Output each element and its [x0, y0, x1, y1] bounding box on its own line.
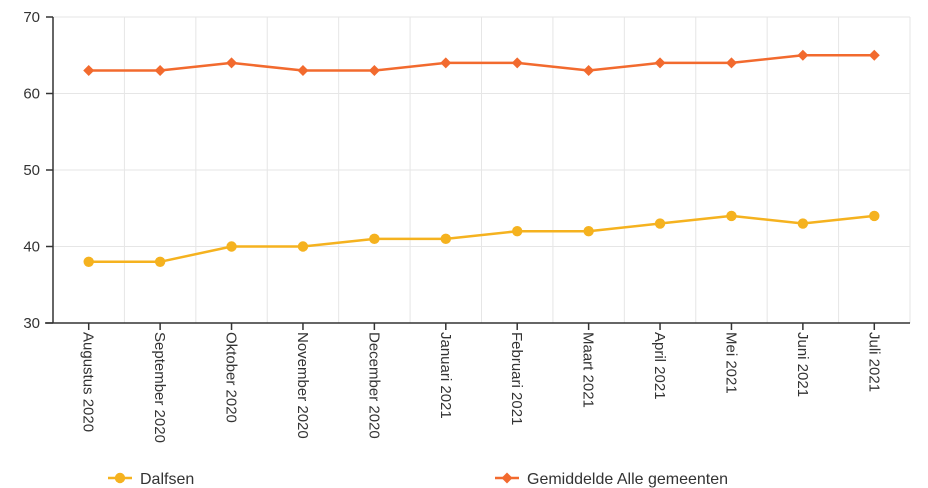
data-point	[654, 57, 666, 69]
data-point	[297, 65, 309, 77]
data-point	[368, 65, 380, 77]
data-point	[83, 65, 95, 77]
y-tick-label: 30	[23, 315, 40, 332]
legend-label: Gemiddelde Alle gemeenten	[527, 471, 728, 488]
series-2	[83, 49, 880, 77]
legend-item-1: Dalfsen	[108, 471, 194, 488]
x-tick-label: April 2021	[651, 332, 668, 400]
legend-marker	[114, 472, 126, 484]
x-tick-label: Januari 2021	[437, 332, 454, 419]
legend: Dalfsen Gemiddelde Alle gemeenten	[108, 471, 728, 488]
x-tick-label: Oktober 2020	[223, 332, 240, 423]
data-point	[726, 210, 737, 222]
y-tick-label: 60	[23, 86, 40, 103]
data-point	[797, 218, 809, 229]
x-tick-label: Maart 2021	[580, 332, 597, 408]
series-1	[83, 210, 880, 267]
data-point	[297, 241, 309, 252]
series-line	[88, 54, 875, 72]
x-axis-ticks: Augustus 2020 September 2020 Oktober 2020 N…	[80, 332, 883, 443]
data-point	[797, 49, 809, 61]
data-point	[869, 210, 880, 222]
y-tick-label: 70	[23, 9, 40, 26]
data-point	[154, 65, 166, 77]
x-tick-label: Februari 2021	[508, 332, 525, 425]
x-tick-label: September 2020	[151, 332, 168, 443]
x-tick-label: Juni 2021	[794, 332, 811, 397]
data-point	[512, 226, 523, 237]
data-point	[583, 65, 595, 77]
x-tick-label: December 2020	[365, 332, 382, 439]
series-line	[88, 214, 875, 264]
data-point	[440, 57, 452, 69]
data-point	[154, 256, 166, 267]
axes	[45, 16, 910, 330]
legend-item-2: Gemiddelde Alle gemeenten	[495, 471, 728, 488]
legend-label: Dalfsen	[140, 471, 194, 488]
data-point	[583, 226, 594, 237]
legend-marker	[501, 472, 513, 484]
data-point	[511, 57, 523, 69]
series-layer	[83, 49, 880, 267]
x-tick-label: Juli 2021	[865, 332, 882, 392]
data-point	[226, 57, 238, 69]
grid	[53, 16, 911, 323]
data-point	[868, 49, 880, 61]
x-tick-label: Augustus 2020	[80, 332, 97, 432]
x-tick-label: November 2020	[294, 332, 311, 439]
data-point	[725, 57, 737, 69]
data-point	[83, 256, 94, 267]
data-point	[226, 241, 237, 252]
y-axis-ticks: 30 40 50 60 70	[23, 9, 40, 332]
data-point	[654, 218, 666, 229]
y-tick-label: 40	[23, 239, 40, 256]
data-point	[440, 233, 451, 245]
data-point	[369, 233, 380, 245]
x-tick-label: Mei 2021	[722, 332, 739, 394]
y-tick-label: 50	[23, 162, 40, 179]
